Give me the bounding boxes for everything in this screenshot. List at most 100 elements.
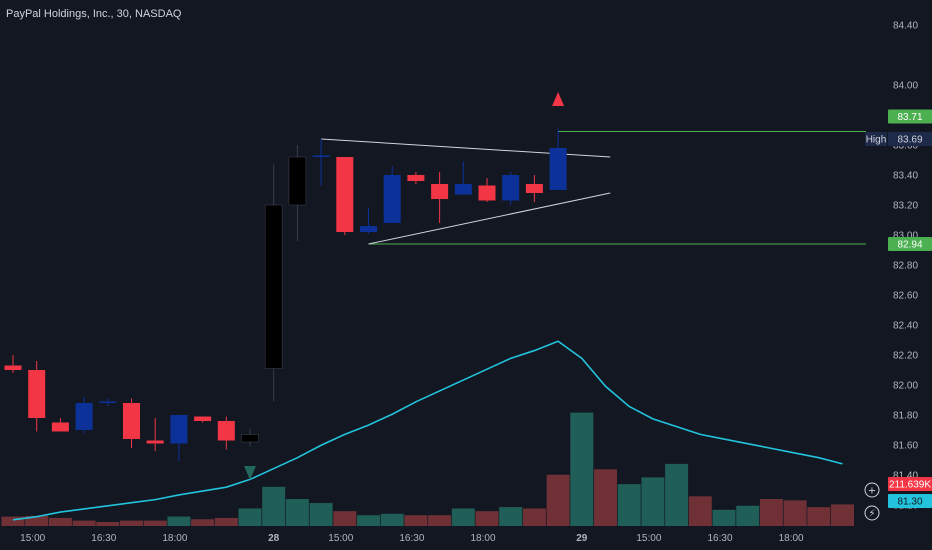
x-tick-label: 16:30 — [707, 533, 732, 544]
candle[interactable] — [241, 434, 259, 443]
candle[interactable] — [478, 185, 496, 201]
volume-bar — [357, 515, 380, 526]
volume-bar — [522, 508, 546, 526]
add-alert-icon[interactable] — [864, 482, 880, 498]
volume-bar — [238, 508, 262, 526]
x-tick-label: 15:00 — [636, 533, 661, 544]
volume-bar — [546, 474, 570, 526]
volume-bar — [191, 519, 215, 526]
candle[interactable] — [549, 148, 567, 190]
candle[interactable] — [51, 422, 69, 432]
price-label-bg — [888, 109, 932, 124]
chart-title: PayPal Holdings, Inc., 30, NASDAQ — [6, 8, 182, 20]
volume-bar — [428, 515, 452, 526]
candle[interactable] — [146, 440, 164, 444]
volume-ma-line — [12, 340, 843, 521]
price-label: 82.94 — [897, 240, 922, 251]
price-tag: High — [866, 135, 887, 146]
candle[interactable] — [407, 175, 425, 181]
volume-bar — [665, 463, 689, 526]
volume-bar — [641, 477, 665, 526]
candle[interactable] — [123, 403, 140, 439]
y-tick-label: 83.40 — [893, 171, 918, 182]
candle[interactable] — [264, 204, 283, 369]
y-tick-label: 82.60 — [893, 291, 918, 302]
y-tick-label: 84.40 — [893, 21, 918, 32]
volume-bar — [25, 515, 49, 526]
candle[interactable] — [431, 184, 449, 199]
x-tick-label: 15:00 — [328, 533, 353, 544]
volume-bar — [688, 496, 712, 526]
price-label: 81.30 — [897, 497, 922, 508]
volume-bar — [380, 513, 404, 526]
price-tag-bg — [865, 132, 887, 146]
trendline-0[interactable] — [321, 138, 611, 158]
x-tick-label: 18:00 — [162, 533, 187, 544]
candle[interactable] — [4, 365, 22, 371]
signal-up-marker[interactable] — [552, 92, 565, 106]
candle[interactable] — [99, 401, 117, 404]
volume-bar — [120, 520, 143, 526]
price-label: 83.71 — [897, 112, 922, 123]
y-tick-label: 82.80 — [893, 261, 918, 272]
y-tick-label: 84.00 — [893, 81, 918, 92]
y-tick-label: 81.60 — [893, 441, 918, 452]
volume-bar — [831, 504, 854, 526]
y-tick-label: 81.80 — [893, 411, 918, 422]
candle[interactable] — [525, 184, 543, 193]
candle[interactable] — [75, 403, 93, 430]
volume-bar — [451, 508, 475, 526]
x-tick-label: 16:30 — [399, 533, 424, 544]
signal-down-marker[interactable] — [244, 466, 256, 480]
volume-bar — [594, 469, 617, 526]
candle[interactable] — [336, 157, 354, 232]
candle[interactable] — [288, 156, 307, 206]
candle[interactable] — [454, 184, 472, 195]
bolt-glyph: ⚡ — [868, 509, 875, 520]
candle[interactable] — [28, 370, 46, 418]
volume-bar — [333, 511, 357, 526]
price-label-bg — [888, 494, 932, 508]
volume-bar — [759, 499, 783, 526]
volume-bar — [48, 517, 72, 526]
volume-bar — [617, 484, 641, 526]
x-tick-label: 16:30 — [91, 533, 116, 544]
candle[interactable] — [383, 175, 401, 223]
volume-bar — [1, 516, 25, 526]
x-tick-label: 18:00 — [779, 533, 804, 544]
candle[interactable] — [360, 226, 377, 232]
y-tick-label: 83.20 — [893, 201, 918, 212]
lightning-icon[interactable] — [864, 505, 880, 521]
volume-bar — [807, 507, 831, 526]
volume-bar — [72, 520, 96, 526]
candle[interactable] — [194, 416, 212, 422]
volume-bar — [570, 412, 594, 526]
candle[interactable] — [312, 155, 330, 158]
candle[interactable] — [170, 415, 188, 444]
volume-bar — [143, 520, 167, 526]
volume-bar — [712, 509, 736, 526]
candle[interactable] — [502, 175, 520, 201]
plus-glyph: + — [868, 486, 876, 497]
volume-bar — [475, 511, 499, 526]
price-label-bg — [888, 132, 932, 146]
price-label: 211.639K — [889, 480, 931, 491]
volume-bar — [96, 521, 120, 526]
y-tick-label: 82.00 — [893, 381, 918, 392]
y-tick-label: 81.40 — [893, 471, 918, 482]
volume-bar — [499, 507, 523, 526]
price-axis[interactable] — [866, 0, 932, 550]
x-tick-label: 28 — [268, 533, 280, 544]
trendline-1[interactable] — [368, 192, 611, 245]
volume-bar — [783, 500, 807, 526]
candle[interactable] — [217, 421, 235, 441]
y-tick-label: 82.20 — [893, 351, 918, 362]
volume-bar — [262, 486, 286, 526]
x-tick-label: 29 — [576, 533, 588, 544]
x-tick-label: 18:00 — [470, 533, 495, 544]
volume-bar — [404, 515, 428, 526]
volume-bar — [309, 503, 333, 526]
volume-bar — [167, 516, 191, 526]
